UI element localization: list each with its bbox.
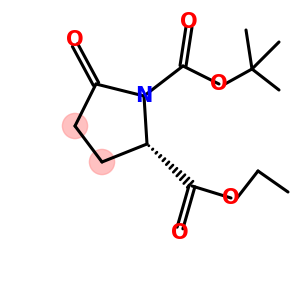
Text: O: O — [171, 224, 189, 243]
Text: O: O — [180, 13, 198, 32]
Text: O: O — [66, 31, 84, 50]
Circle shape — [62, 113, 88, 139]
Circle shape — [89, 149, 115, 175]
Text: N: N — [135, 86, 153, 106]
Text: O: O — [210, 74, 228, 94]
Text: O: O — [222, 188, 240, 208]
